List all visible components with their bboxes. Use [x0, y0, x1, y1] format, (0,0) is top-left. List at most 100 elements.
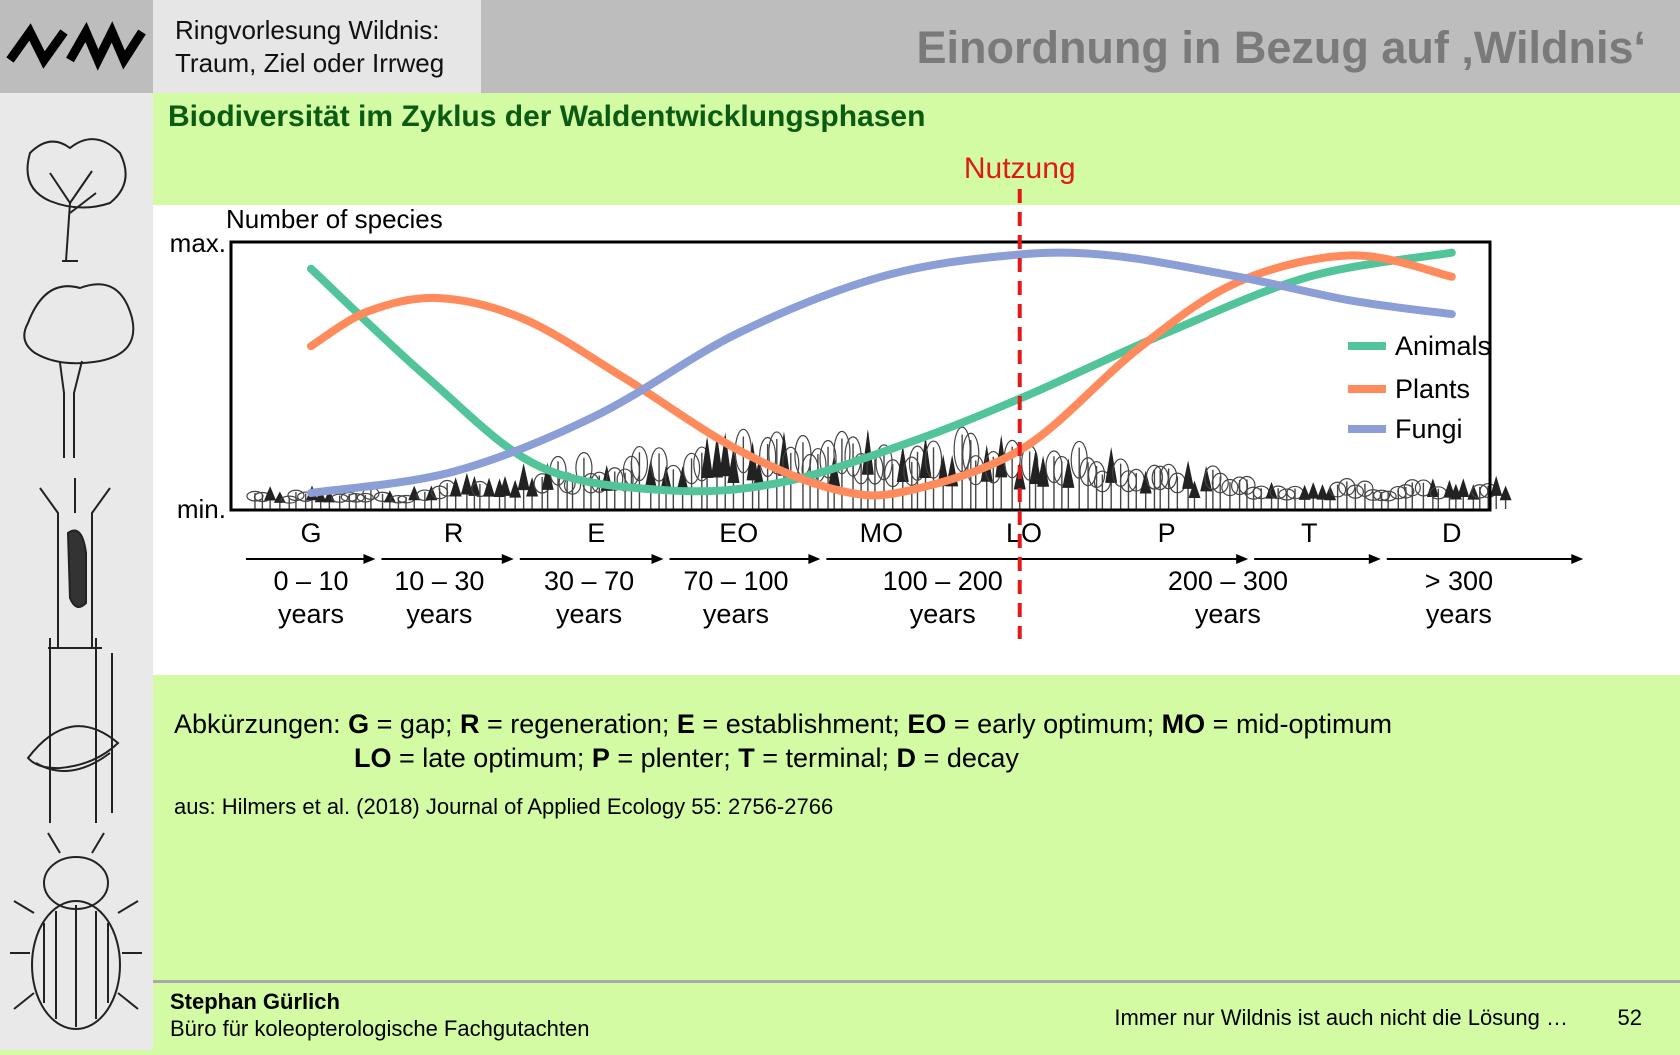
tree-silhouette: [1364, 489, 1382, 509]
legend: Animals Plants Fungi: [1348, 331, 1491, 444]
tree-silhouette: [606, 467, 624, 509]
tree-silhouette: [1403, 479, 1421, 509]
header-bar: Einordnung in Bezug auf ‚Wildnis‘: [481, 0, 1680, 93]
tree-silhouette: [383, 490, 396, 509]
species-diversity-chart: max. min. Number of species G R E EO MO LO P T D…: [170, 152, 1584, 639]
y-tick-min: min.: [177, 494, 226, 524]
tree-silhouette: [1160, 463, 1178, 509]
age-range-label: 10 – 30: [394, 566, 484, 596]
source-citation: aus: Hilmers et al. (2018) Journal of Ap…: [174, 794, 834, 819]
lecture-series-title: Ringvorlesung Wildnis: Traum, Ziel oder …: [153, 0, 481, 93]
tree-silhouette: [449, 477, 462, 509]
age-range-label: 200 – 300: [1168, 566, 1288, 596]
tree-silhouette: [1221, 478, 1239, 509]
tree-silhouette: [1070, 440, 1088, 509]
age-range-label: 0 – 10: [273, 566, 348, 596]
tree-silhouette: [1307, 482, 1320, 509]
age-unit-label: years: [278, 599, 344, 629]
abbreviation-key: G: [348, 709, 370, 739]
tree-silhouette: [903, 456, 921, 509]
tree-silhouette: [1397, 484, 1415, 509]
abbreviation-value: = decay: [916, 743, 1019, 773]
tree-silhouette: [1105, 446, 1118, 509]
tree-silhouette: [1200, 465, 1213, 509]
tree-silhouette: [1238, 475, 1256, 509]
tree-silhouette: [1338, 478, 1356, 509]
bracket-fungus-icon: [26, 638, 120, 823]
beetle-icon: [10, 832, 142, 1030]
tree-silhouette: [280, 495, 298, 509]
legend-label: Plants: [1395, 374, 1470, 404]
tree-silhouette: [924, 440, 943, 509]
decorative-drawings: [10, 138, 142, 1030]
abbreviation-value: = plenter;: [609, 743, 731, 773]
tree-silhouette: [264, 486, 277, 509]
abbreviation-value: = late optimum;: [391, 743, 585, 773]
tree-silhouette: [1467, 484, 1480, 509]
tree-silhouette: [273, 491, 286, 509]
tree-silhouette: [517, 463, 530, 509]
abbreviation-key: R: [460, 709, 480, 739]
legend-item-fungi: Fungi: [1348, 414, 1463, 444]
left-illustration-strip: [0, 93, 153, 1050]
series-title-line2: Traum, Ziel oder Irrweg: [175, 48, 445, 78]
abbreviations-line1: Abkürzungen: G = gap; R = regeneration; …: [174, 707, 1392, 741]
plot-frame: [229, 240, 1492, 512]
logo-mark: [6, 21, 146, 71]
logo: [0, 0, 153, 93]
tree-silhouette: [1182, 460, 1195, 509]
footer-divider: [153, 980, 1680, 983]
age-range-label: 100 – 200: [883, 566, 1003, 596]
tree-silhouette: [1490, 475, 1503, 509]
phase-label: T: [1301, 518, 1318, 548]
tree-silhouette: [919, 436, 932, 509]
age-unit-label: years: [556, 599, 622, 629]
abbreviation-value: = mid-optimum: [1205, 709, 1392, 739]
tree-silhouette: [896, 445, 909, 509]
tree-silhouette: [1062, 458, 1075, 509]
slide-subtitle: Biodiversität im Zyklus der Waldentwickl…: [168, 100, 926, 133]
phase-label: P: [1158, 518, 1176, 548]
tree-silhouette: [727, 447, 740, 509]
tree-silhouette: [682, 452, 701, 509]
timeline-arrow: [245, 554, 376, 564]
abbreviation-key: MO: [1161, 709, 1206, 739]
series-title-line1: Ringvorlesung Wildnis:: [175, 15, 440, 45]
tree-silhouette: [819, 439, 837, 509]
tree-silhouette: [1211, 472, 1229, 509]
age-range-label: 30 – 70: [544, 566, 634, 596]
tree-silhouette: [1079, 457, 1097, 509]
tree-silhouette: [287, 489, 305, 509]
y-tick-max: max.: [170, 228, 226, 258]
tree-silhouette: [1373, 489, 1391, 509]
tree-silhouette: [1346, 484, 1364, 509]
tree-silhouette: [1426, 478, 1439, 509]
footer-author: Stephan Gürlich: [170, 989, 340, 1014]
abbreviation-key: E: [676, 709, 695, 739]
phase-label: EO: [719, 518, 758, 548]
tree-silhouette: [331, 493, 349, 509]
footer-office: Büro für koleopterologische Fachgutachte…: [170, 1016, 590, 1041]
age-unit-label: years: [703, 599, 769, 629]
timeline-arrow: [669, 554, 821, 564]
timeline-arrow: [381, 554, 514, 564]
timeline-arrow: [1254, 554, 1381, 564]
tree-silhouette: [526, 477, 539, 509]
abbreviations-lead: Abkürzungen:: [174, 709, 341, 739]
nutzung-label: Nutzung: [964, 152, 1076, 185]
tree-silhouette: [884, 459, 902, 509]
tree-silhouette: [347, 493, 365, 509]
tree-silhouette: [499, 475, 512, 509]
timeline-arrow: [826, 554, 1249, 564]
tree-silhouette: [1029, 449, 1042, 509]
abbreviation-value: = early optimum;: [946, 709, 1155, 739]
abbreviation-value: = terminal;: [754, 743, 890, 773]
tree-silhouette: [1379, 490, 1397, 509]
slide-title: Einordnung in Bezug auf ‚Wildnis‘: [916, 22, 1646, 73]
y-axis-label: Number of species: [226, 204, 443, 234]
tree-silhouette: [468, 475, 481, 509]
tree-silhouette: [650, 447, 668, 509]
tree-silhouette: [314, 490, 327, 509]
abbreviation-key: LO: [354, 743, 392, 773]
